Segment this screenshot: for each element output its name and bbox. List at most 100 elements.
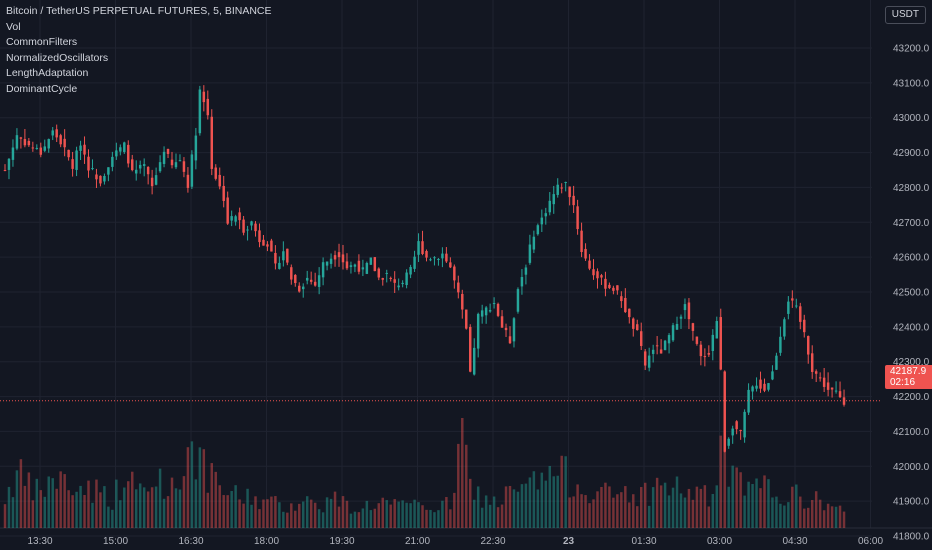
candle-body: [389, 277, 392, 279]
volume-bar: [500, 504, 504, 528]
volume-bar: [775, 496, 778, 528]
volume-bar: [783, 505, 786, 528]
volume-bar: [715, 485, 719, 528]
indicator-vol[interactable]: Vol: [6, 20, 21, 33]
volume-bar: [763, 475, 766, 528]
volume-bar: [194, 479, 198, 528]
volume-bar: [409, 503, 412, 528]
volume-bar: [675, 476, 679, 528]
volume-bar: [480, 507, 484, 528]
candle-body: [301, 286, 305, 290]
candle-body: [150, 177, 154, 187]
candle-body: [349, 265, 353, 267]
candle-body: [393, 279, 396, 283]
candle-body: [560, 187, 563, 189]
candle-body: [313, 281, 317, 286]
x-tick-label: 15:00: [103, 536, 128, 547]
volume-bar: [55, 488, 58, 528]
candle-body: [679, 316, 683, 319]
volume-bar: [703, 485, 707, 528]
volume-bar: [552, 476, 555, 528]
volume-bar: [290, 503, 293, 528]
candle-body: [369, 257, 373, 265]
volume-bar: [604, 482, 607, 528]
candle-body: [166, 148, 170, 154]
candle-body: [242, 219, 245, 233]
chart-legend: Bitcoin / TetherUS PERPETUAL FUTURES, 5,…: [6, 4, 272, 97]
candle-body: [667, 335, 671, 344]
candle-body: [592, 269, 595, 276]
volume-bar: [445, 497, 448, 528]
candle-body: [59, 135, 62, 145]
y-tick-label: 41900.0: [893, 497, 930, 508]
volume-bar: [266, 499, 269, 528]
candle-body: [469, 326, 472, 372]
candle-body: [134, 169, 138, 174]
candle-body: [43, 146, 46, 151]
volume-bar: [759, 488, 762, 528]
candle-body: [87, 156, 90, 171]
volume-bar: [484, 495, 488, 528]
volume-bar: [624, 486, 627, 528]
candle-body: [79, 145, 82, 151]
candle-body: [35, 147, 39, 149]
volume-bar: [695, 486, 699, 528]
currency-selector-button[interactable]: USDT: [884, 6, 926, 24]
volume-bar: [67, 490, 70, 528]
candle-body: [838, 391, 842, 398]
indicator-common-filters[interactable]: CommonFilters: [6, 36, 78, 48]
candle-body: [532, 236, 536, 250]
indicator-dominant-cycle[interactable]: DominantCycle: [6, 82, 78, 95]
volume-bar: [397, 501, 400, 528]
candle-body: [476, 313, 480, 349]
volume-bar: [433, 512, 436, 528]
volume-bar: [365, 500, 369, 528]
volume-bar: [238, 499, 241, 528]
candle-body: [357, 260, 361, 272]
candle-body: [636, 324, 639, 331]
volume-bar: [369, 510, 373, 528]
indicator-normalized-oscillators[interactable]: NormalizedOscillators: [6, 51, 109, 64]
candle-body: [194, 135, 198, 161]
candle-body: [739, 429, 742, 431]
candle-body: [604, 278, 607, 289]
volume-bar: [683, 497, 687, 528]
candle-body: [309, 279, 313, 282]
indicator-length-adaptation[interactable]: LengthAdaptation: [6, 67, 89, 79]
volume-bar: [174, 488, 178, 528]
volume-bar: [429, 509, 432, 528]
candle-body: [608, 284, 611, 289]
candle-body: [441, 253, 444, 259]
symbol-title[interactable]: Bitcoin / TetherUS PERPETUAL FUTURES, 5,…: [6, 5, 272, 17]
candle-body: [23, 139, 27, 146]
volume-bar: [3, 504, 7, 528]
candle-body: [600, 275, 603, 278]
volume-bar: [584, 495, 587, 528]
candle-body: [771, 371, 774, 380]
candle-body: [695, 336, 699, 344]
volume-bar: [441, 500, 444, 528]
volume-bar: [739, 472, 742, 528]
candle-body: [492, 303, 496, 305]
candle-body: [747, 389, 750, 413]
volume-bar: [353, 511, 357, 528]
volume-bar: [516, 491, 520, 528]
volume-bar: [123, 487, 126, 528]
candle-body: [270, 240, 273, 252]
volume-bar: [79, 485, 82, 528]
candle-body: [305, 277, 309, 281]
candle-body: [616, 285, 619, 291]
candle-body: [361, 267, 365, 270]
candle-body: [675, 323, 679, 330]
candle-body: [123, 142, 126, 152]
volume-bar: [425, 509, 428, 528]
volume-bar: [389, 504, 392, 528]
candle-body: [504, 327, 508, 331]
candle-body: [472, 347, 476, 375]
candle-body: [111, 156, 114, 167]
volume-bar: [39, 490, 43, 528]
candle-body: [15, 135, 19, 149]
volume-bar: [83, 494, 86, 528]
candle-body: [182, 161, 186, 172]
